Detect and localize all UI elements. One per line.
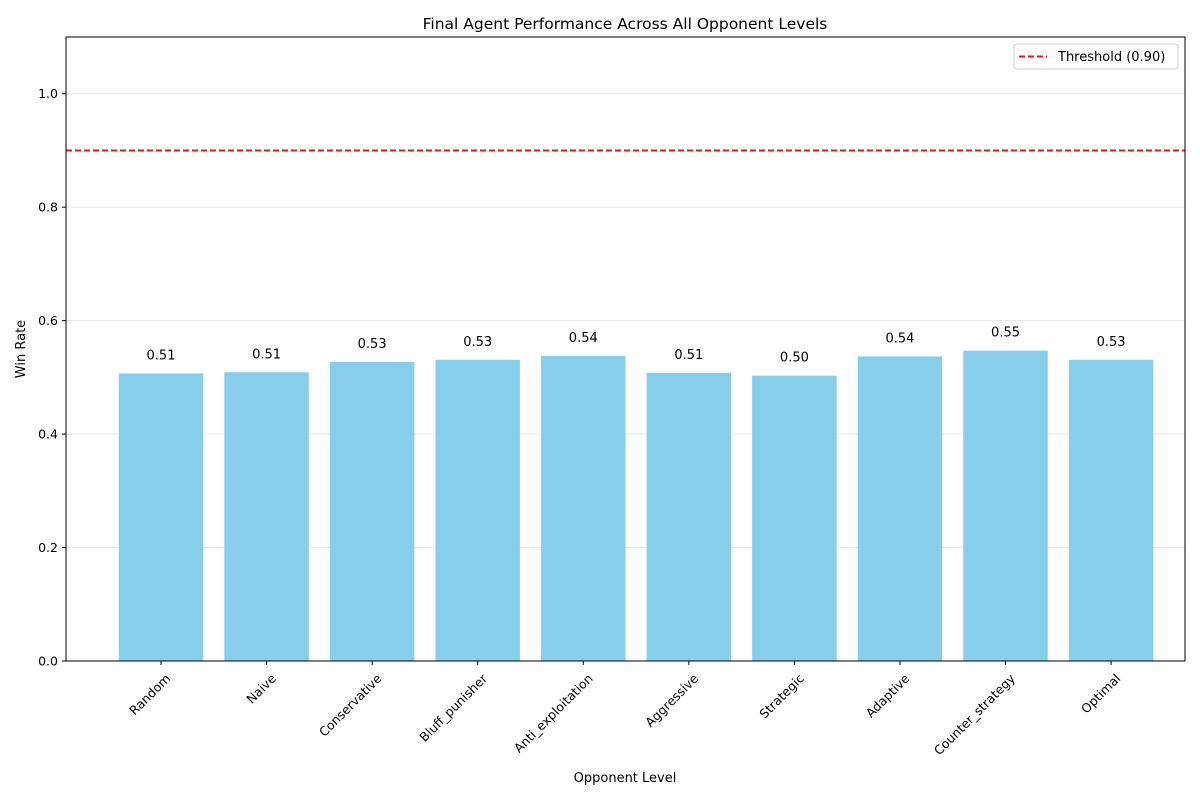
bar xyxy=(1068,359,1154,661)
y-tick-label: 0.4 xyxy=(38,427,58,442)
bar xyxy=(435,359,520,661)
y-tick-label: 1.0 xyxy=(38,86,58,101)
bar xyxy=(857,356,943,661)
bar-value-label: 0.53 xyxy=(1097,335,1126,350)
bar-value-label: 0.54 xyxy=(569,331,598,346)
data-labels: 0.51 0.51 0.53 0.53 0.54 0.51 0.50 0.54 0.55 0.53 xyxy=(147,326,1126,366)
y-axis-label: Win Rate xyxy=(14,320,29,378)
bar xyxy=(963,350,1048,661)
x-axis-label: Opponent Level xyxy=(574,771,677,786)
bar xyxy=(541,355,626,661)
y-tick-label: 0.6 xyxy=(38,313,58,328)
bar-value-label: 0.51 xyxy=(252,347,281,362)
bar-value-label: 0.50 xyxy=(780,351,809,366)
y-tick-label: 0.0 xyxy=(38,654,58,669)
bar-value-label: 0.53 xyxy=(463,335,492,350)
bar xyxy=(224,372,309,661)
bar-value-label: 0.54 xyxy=(885,331,914,346)
bar xyxy=(118,373,204,661)
bars xyxy=(118,350,1154,661)
plot-frame xyxy=(65,36,1186,662)
legend-threshold-label: Threshold (0.90) xyxy=(1057,50,1165,65)
chart-title: Final Agent Performance Across All Oppon… xyxy=(423,15,828,33)
bar xyxy=(329,362,415,661)
y-tick-label: 0.2 xyxy=(38,540,58,555)
bar xyxy=(752,375,837,661)
legend-box xyxy=(1013,43,1179,70)
legend: Threshold (0.90) xyxy=(1013,43,1179,70)
y-tick-label: 0.8 xyxy=(38,200,58,215)
bar-value-label: 0.53 xyxy=(358,337,387,352)
bar-value-label: 0.55 xyxy=(991,326,1020,341)
bar xyxy=(646,372,732,661)
bar-value-label: 0.51 xyxy=(674,348,703,363)
bar-value-label: 0.51 xyxy=(147,348,176,363)
